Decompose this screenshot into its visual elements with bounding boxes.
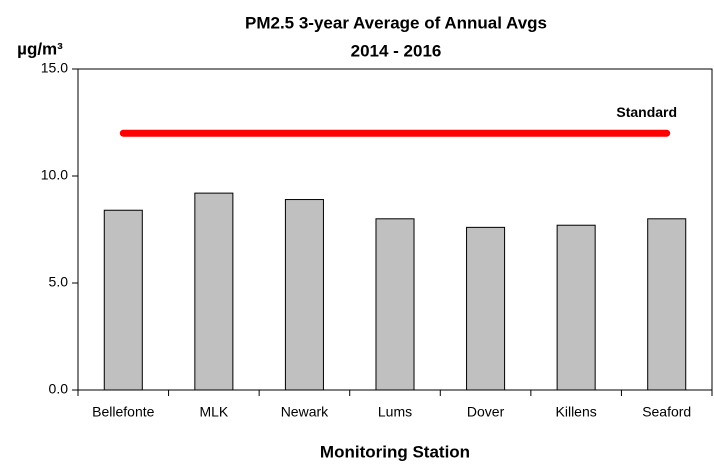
bar (375, 218, 415, 391)
bar (466, 226, 506, 391)
x-tick-label: MLK (199, 404, 228, 420)
y-tick-label: 5.0 (49, 274, 69, 290)
bar (647, 218, 687, 391)
x-tick-label: Bellefonte (92, 404, 154, 420)
bar (103, 209, 143, 391)
bar (194, 192, 234, 391)
y-tick-label: 10.0 (41, 167, 68, 183)
y-axis-label: µg/m³ (17, 39, 63, 58)
chart-subtitle: 2014 - 2016 (351, 41, 442, 60)
bar (556, 224, 596, 391)
bar (284, 199, 324, 391)
y-tick-label: 15.0 (41, 60, 68, 76)
chart-title: PM2.5 3-year Average of Annual Avgs (245, 13, 547, 32)
y-tick-label: 0.0 (49, 381, 69, 397)
x-tick-label: Lums (378, 404, 412, 420)
x-tick-label: Seaford (642, 404, 691, 420)
standard-label: Standard (616, 104, 677, 120)
x-tick-label: Newark (281, 404, 329, 420)
x-axis-label: Monitoring Station (320, 442, 470, 461)
x-tick-label: Killens (556, 404, 597, 420)
x-tick-label: Dover (467, 404, 505, 420)
